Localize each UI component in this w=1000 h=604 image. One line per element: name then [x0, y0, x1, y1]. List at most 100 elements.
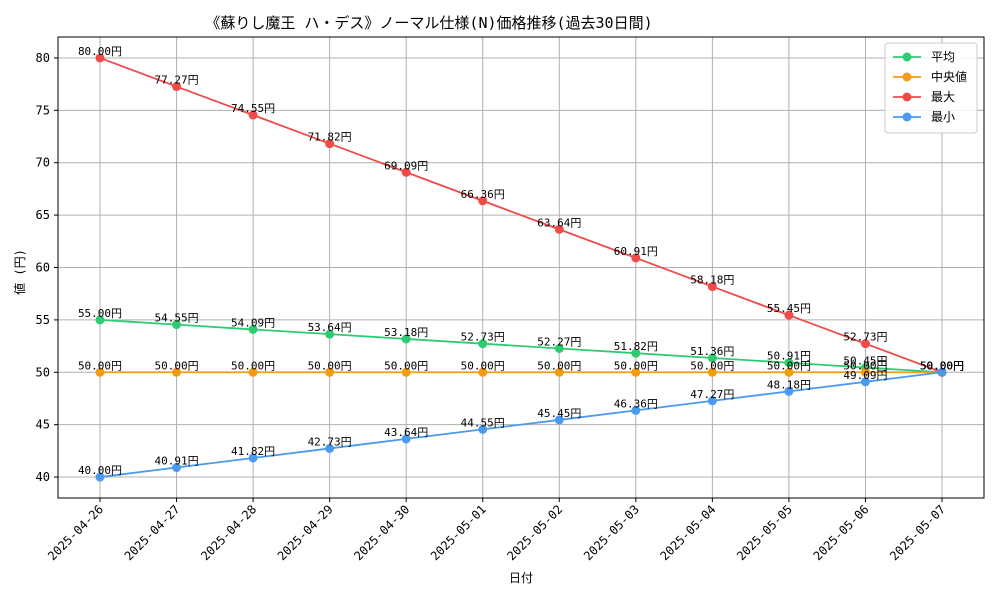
legend-marker — [902, 72, 912, 82]
data-label: 50.00円 — [767, 359, 811, 372]
series-line — [99, 371, 943, 478]
data-point — [860, 367, 870, 377]
data-label: 46.36円 — [614, 397, 658, 410]
data-point — [325, 443, 335, 453]
data-point — [784, 386, 794, 396]
series-lines — [95, 53, 947, 482]
data-label: 53.64円 — [308, 321, 352, 334]
data-point — [478, 196, 488, 206]
data-point — [95, 53, 105, 63]
data-point — [401, 434, 411, 444]
x-tick-label: 2025-05-04 — [657, 502, 718, 563]
legend-box — [884, 42, 978, 134]
data-point — [631, 367, 641, 377]
data-point — [784, 310, 794, 320]
data-label: 80.00円 — [78, 45, 122, 58]
data-label: 69.09円 — [384, 159, 428, 172]
y-tick-label: 55 — [36, 313, 50, 327]
data-label: 50.00円 — [690, 359, 734, 372]
x-axis-label: 日付 — [509, 571, 533, 585]
y-tick-label: 45 — [36, 418, 50, 432]
data-label: 51.36円 — [690, 345, 734, 358]
data-label: 50.00円 — [308, 359, 352, 372]
data-point — [554, 415, 564, 425]
data-label: 50.00円 — [537, 359, 581, 372]
data-point — [248, 453, 258, 463]
data-label: 54.09円 — [231, 316, 275, 329]
data-point — [95, 367, 105, 377]
y-tick-label: 75 — [36, 103, 50, 117]
x-tick-label: 2025-04-28 — [198, 502, 259, 563]
legend-label: 最大 — [931, 90, 955, 104]
data-label: 43.64円 — [384, 426, 428, 439]
x-axis-ticks: 2025-04-26 2025-04-27 2025-04-28 2025-04-29… — [45, 498, 948, 563]
data-point — [554, 367, 564, 377]
data-point — [631, 253, 641, 263]
data-label: 71.82円 — [308, 131, 352, 144]
y-tick-label: 80 — [36, 51, 50, 65]
data-label: 55.45円 — [767, 302, 811, 315]
data-point — [95, 315, 105, 325]
data-label: 58.18円 — [690, 274, 734, 287]
legend-marker — [902, 112, 912, 122]
data-label: 77.27円 — [154, 74, 198, 87]
y-axis-ticks: 40 45 50 55 60 65 70 75 80 — [36, 51, 58, 484]
data-point — [478, 367, 488, 377]
data-point — [401, 367, 411, 377]
y-axis-label: 値 (円) — [12, 249, 27, 295]
data-point — [784, 367, 794, 377]
data-point — [172, 463, 182, 473]
y-tick-label: 40 — [36, 470, 50, 484]
data-label: 52.73円 — [843, 331, 887, 344]
data-point — [325, 329, 335, 339]
x-tick-label: 2025-05-05 — [734, 502, 795, 563]
data-point — [401, 167, 411, 177]
data-label: 41.82円 — [231, 445, 275, 458]
data-point — [478, 424, 488, 434]
data-label: 49.09円 — [843, 369, 887, 382]
data-point — [707, 353, 717, 363]
data-label: 50.00円 — [384, 359, 428, 372]
y-tick-label: 70 — [36, 156, 50, 170]
data-label: 50.00円 — [843, 359, 887, 372]
data-point — [325, 139, 335, 149]
x-tick-label: 2025-05-07 — [887, 502, 948, 563]
data-point — [172, 367, 182, 377]
data-label: 50.00円 — [920, 359, 964, 372]
data-point — [631, 348, 641, 358]
data-point — [707, 282, 717, 292]
data-label: 50.00円 — [154, 359, 198, 372]
data-point — [401, 334, 411, 344]
data-label: 51.82円 — [614, 340, 658, 353]
x-tick-label: 2025-04-27 — [122, 502, 183, 563]
data-label: 54.55円 — [154, 312, 198, 325]
legend-marker — [902, 92, 912, 102]
data-point — [554, 224, 564, 234]
data-point — [554, 343, 564, 353]
data-label: 42.73円 — [308, 435, 352, 448]
data-point — [707, 367, 717, 377]
grid-lines — [58, 37, 984, 498]
data-point — [248, 324, 258, 334]
legend-label: 最小 — [931, 110, 955, 124]
x-tick-label: 2025-04-30 — [351, 502, 412, 563]
series-line — [99, 318, 943, 374]
data-label: 50.45円 — [843, 355, 887, 368]
data-label: 52.73円 — [461, 331, 505, 344]
data-label: 40.00円 — [78, 464, 122, 477]
legend-label: 中央値 — [931, 69, 967, 84]
data-point — [248, 110, 258, 120]
data-label: 50.00円 — [920, 359, 964, 372]
data-label: 50.91円 — [767, 350, 811, 363]
data-label: 45.45円 — [537, 407, 581, 420]
data-label: 50.00円 — [78, 359, 122, 372]
data-point — [248, 367, 258, 377]
data-label: 50.00円 — [461, 359, 505, 372]
data-label: 40.91円 — [154, 455, 198, 468]
data-label: 50.00円 — [920, 359, 964, 372]
data-label: 44.55円 — [461, 416, 505, 429]
y-tick-label: 65 — [36, 208, 50, 222]
data-point — [172, 82, 182, 92]
